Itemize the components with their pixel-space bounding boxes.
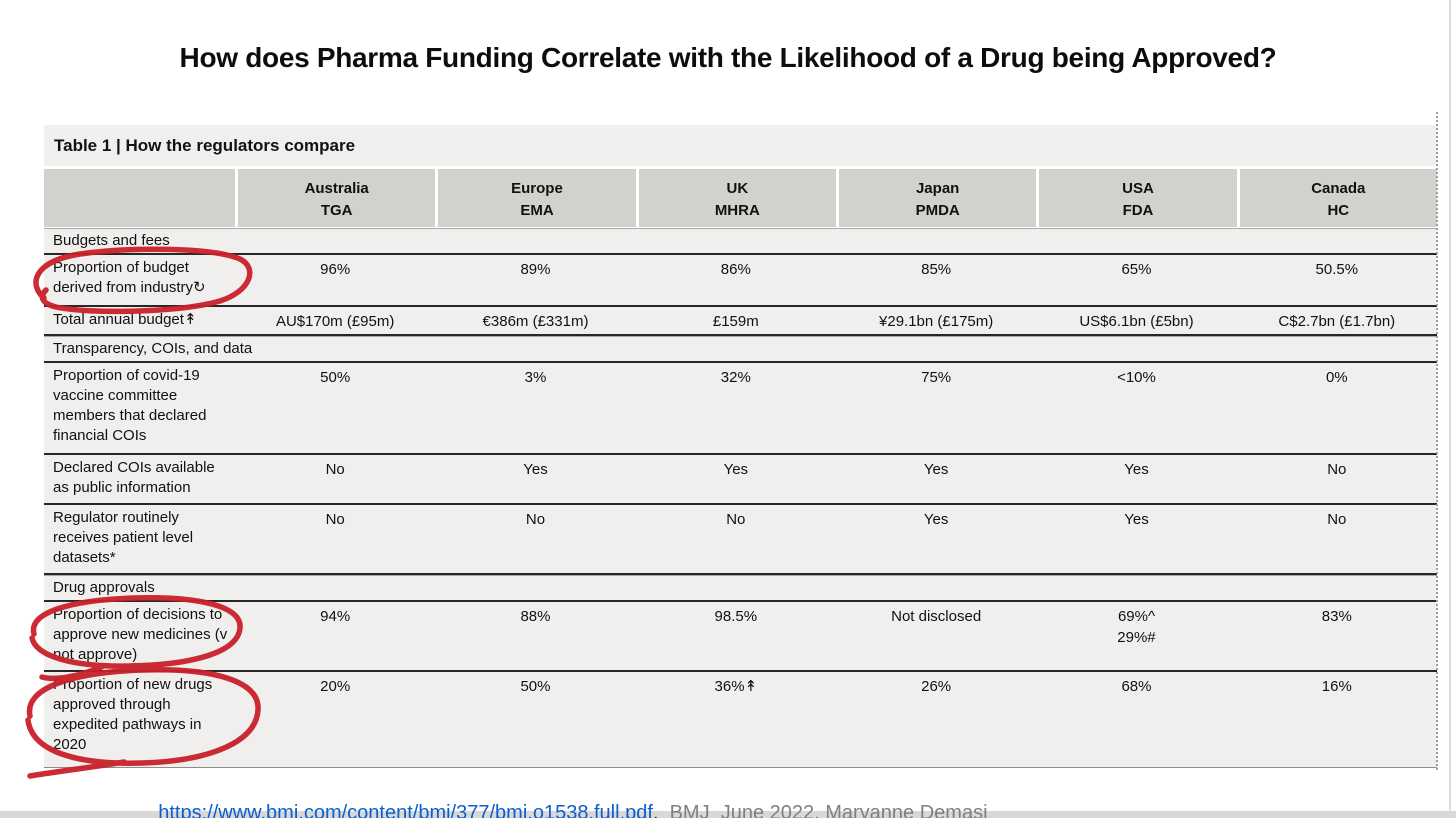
column-agency: EMA: [520, 201, 554, 219]
cell-value: 96%: [320, 261, 351, 278]
row-decisions-to-approve: Proportion of decisions to approve new m…: [44, 602, 1437, 673]
cell-value: 98.5%: [714, 608, 758, 626]
cell-value: 32%: [720, 369, 751, 387]
row-label: Proportion of budget derived from indust…: [53, 259, 206, 297]
cell-value: 83%: [1321, 608, 1352, 626]
cell-value: No: [1327, 461, 1347, 479]
row-label: Declared COIs available as public inform…: [53, 459, 215, 497]
row-label: Total annual budget↟: [53, 311, 197, 328]
cell-value: €386m (£331m): [482, 313, 589, 330]
cell-value: No: [726, 511, 746, 529]
cell-value: Not disclosed: [891, 608, 982, 626]
section-budgets-and-fees: Budgets and fees: [44, 228, 1437, 255]
header-cell-europe: Europe EMA: [438, 169, 636, 227]
source-citation: https://www.bmj.com/content/bmj/377/bmj.…: [136, 779, 988, 818]
cell-value: 16%: [1321, 678, 1352, 696]
cell-value: 26%: [921, 678, 952, 696]
cell-value: Yes: [923, 461, 949, 479]
citation-separator: .: [652, 802, 670, 818]
cell-value: Yes: [1124, 511, 1149, 529]
cell-value: £159m: [712, 313, 759, 330]
cell-value: 86%: [720, 261, 751, 278]
cell-value: No: [1327, 511, 1347, 529]
column-country: USA: [1122, 180, 1154, 197]
column-agency: FDA: [1122, 201, 1154, 219]
cell-value: 50%: [520, 678, 551, 696]
cell-value: 50.5%: [1315, 261, 1359, 278]
cell-value: C$2.7bn (£1.7bn): [1278, 313, 1396, 330]
row-label: Regulator routinely receives patient lev…: [53, 509, 194, 567]
section-transparency: Transparency, COIs, and data: [44, 336, 1437, 364]
column-country: UK: [726, 180, 749, 197]
cell-value: 94%: [320, 608, 351, 626]
row-covid-committee-cois: Proportion of covid-19 vaccine committee…: [44, 363, 1437, 456]
column-agency: MHRA: [714, 201, 760, 219]
header-cell-japan: Japan PMDA: [838, 169, 1037, 227]
cell-value: ¥29.1bn (£175m): [879, 313, 994, 330]
header-cell-australia: Australia TGA: [238, 169, 436, 227]
cell-value: <10%: [1117, 369, 1156, 387]
cell-value: 20%: [320, 678, 351, 696]
header-cell-canada: Canada HC: [1239, 169, 1437, 227]
cell-value: 50%: [320, 369, 351, 387]
cell-value: Yes: [523, 461, 548, 479]
column-agency: PMDA: [915, 201, 960, 219]
column-agency: TGA: [320, 201, 353, 219]
author-name-spellcheck: Demasi: [919, 802, 988, 818]
cell-value: No: [525, 511, 546, 529]
row-label: Proportion of decisions to approve new m…: [53, 606, 228, 664]
header-cell-empty: [44, 169, 235, 227]
cell-value: 36%↟: [714, 678, 758, 696]
cell-value: US$6.1bn (£5bn): [1079, 313, 1194, 330]
page-title: How does Pharma Funding Correlate with t…: [179, 42, 1277, 73]
table-header-row: Australia TGA Europe EMA UK MHRA Japan P…: [44, 169, 1437, 227]
table-dashed-crop-border: [1436, 112, 1438, 770]
table-caption: Table 1 | How the regulators compare: [44, 125, 1437, 166]
cell-value: 68%: [1121, 678, 1152, 696]
cell-value: 0%: [1325, 369, 1348, 387]
cell-value: No: [325, 511, 345, 529]
screen-right-edge: [1449, 0, 1451, 818]
cell-value: Yes: [723, 461, 749, 479]
row-total-annual-budget: Total annual budget↟ AU$170m (£95m) €386…: [44, 307, 1437, 337]
cell-value: 88%: [520, 608, 551, 626]
cell-value: Yes: [1124, 461, 1149, 479]
row-declared-cois-public: Declared COIs available as public inform…: [44, 455, 1437, 506]
column-country: Europe: [511, 180, 563, 197]
cell-value: 75%: [921, 369, 952, 387]
section-drug-approvals: Drug approvals: [44, 575, 1437, 603]
cell-value: AU$170m (£95m): [275, 313, 395, 330]
cell-value: 89%: [520, 261, 551, 278]
regulators-table: Table 1 | How the regulators compare Aus…: [44, 125, 1437, 769]
cell-value: 3%: [524, 369, 547, 387]
cell-value: 85%: [921, 261, 952, 278]
cell-value: No: [325, 461, 345, 479]
column-agency: HC: [1327, 201, 1350, 219]
column-country: Australia: [304, 180, 369, 197]
row-budget-from-industry: Proportion of budget derived from indust…: [44, 255, 1437, 307]
cell-value: 69%^ 29%#: [1117, 608, 1156, 647]
row-expedited-pathways: Proportion of new drugs approved through…: [44, 672, 1437, 769]
column-country: Japan: [915, 180, 960, 197]
row-patient-level-datasets: Regulator routinely receives patient lev…: [44, 505, 1437, 576]
row-label: Proportion of covid-19 vaccine committee…: [53, 367, 207, 445]
cell-value: Yes: [923, 511, 949, 529]
column-country: Canada: [1311, 180, 1366, 197]
header-cell-uk: UK MHRA: [638, 169, 836, 227]
source-link[interactable]: https://www.bmj.com/content/bmj/377/bmj.…: [158, 802, 653, 818]
header-cell-usa: USA FDA: [1039, 169, 1237, 227]
screen-bottom-edge: [0, 811, 1456, 818]
cell-value: 65%: [1121, 261, 1152, 278]
row-label: Proportion of new drugs approved through…: [53, 676, 213, 754]
citation-text: BMJ June 2022. Maryanne: [669, 802, 920, 818]
